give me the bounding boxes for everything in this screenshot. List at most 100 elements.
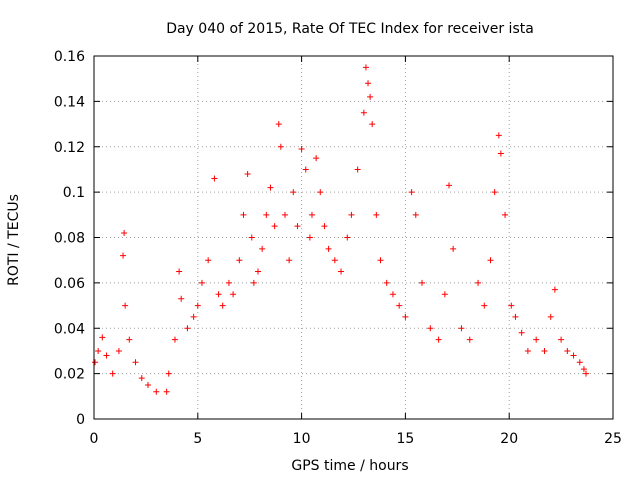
data-point bbox=[502, 211, 509, 218]
data-point bbox=[153, 388, 160, 395]
data-point bbox=[362, 64, 369, 71]
data-point bbox=[298, 146, 305, 153]
data-point bbox=[215, 291, 222, 298]
data-point bbox=[365, 80, 372, 87]
data-point bbox=[302, 166, 309, 173]
y-tick-label: 0.1 bbox=[63, 185, 85, 201]
data-point bbox=[344, 234, 351, 241]
x-tick-label: 25 bbox=[604, 431, 622, 447]
data-point bbox=[190, 313, 197, 320]
data-point bbox=[576, 359, 583, 366]
data-point bbox=[236, 257, 243, 264]
x-tick-label: 0 bbox=[90, 431, 99, 447]
data-point bbox=[120, 252, 127, 259]
data-point bbox=[564, 347, 571, 354]
data-point bbox=[396, 302, 403, 309]
data-point bbox=[445, 182, 452, 189]
data-point bbox=[570, 352, 577, 359]
data-point bbox=[367, 93, 374, 100]
x-tick-label: 20 bbox=[500, 431, 518, 447]
data-point bbox=[551, 286, 558, 293]
data-point bbox=[286, 257, 293, 264]
data-point bbox=[481, 302, 488, 309]
data-point bbox=[412, 211, 419, 218]
data-point bbox=[281, 211, 288, 218]
data-point bbox=[205, 257, 212, 264]
data-point bbox=[466, 336, 473, 343]
data-point bbox=[491, 189, 498, 196]
data-point bbox=[115, 347, 122, 354]
data-point bbox=[219, 302, 226, 309]
y-axis-label: ROTI / TECUs bbox=[6, 194, 22, 286]
data-point bbox=[487, 257, 494, 264]
x-axis-label: GPS time / hours bbox=[291, 458, 408, 474]
y-tick-label: 0.16 bbox=[54, 49, 85, 65]
data-point bbox=[533, 336, 540, 343]
data-point bbox=[360, 109, 367, 116]
y-tick-labels: 0 0.02 0.04 0.06 0.08 0.1 0.12 0.14 0.16 bbox=[54, 49, 85, 428]
data-point bbox=[541, 347, 548, 354]
data-point bbox=[109, 370, 116, 377]
data-point bbox=[250, 279, 257, 286]
data-point bbox=[313, 155, 320, 162]
data-point bbox=[518, 329, 525, 336]
data-point bbox=[275, 121, 282, 128]
data-point bbox=[165, 370, 172, 377]
grid-lines bbox=[94, 56, 613, 419]
data-point bbox=[176, 268, 183, 275]
data-point bbox=[317, 189, 324, 196]
data-point bbox=[580, 366, 587, 373]
data-point bbox=[138, 375, 145, 382]
x-tick-label: 15 bbox=[396, 431, 414, 447]
y-tick-label: 0.02 bbox=[54, 367, 85, 383]
data-points bbox=[92, 64, 590, 395]
data-point bbox=[321, 223, 328, 230]
data-point bbox=[583, 370, 590, 377]
data-point bbox=[524, 347, 531, 354]
data-point bbox=[331, 257, 338, 264]
data-point bbox=[508, 302, 515, 309]
data-point bbox=[495, 132, 502, 139]
data-point bbox=[369, 121, 376, 128]
data-point bbox=[263, 211, 270, 218]
data-point bbox=[408, 189, 415, 196]
y-tick-label: 0.12 bbox=[54, 140, 85, 156]
x-tick-label: 10 bbox=[293, 431, 311, 447]
data-point bbox=[144, 381, 151, 388]
data-point bbox=[377, 257, 384, 264]
data-point bbox=[427, 325, 434, 332]
data-point bbox=[383, 279, 390, 286]
data-point bbox=[95, 347, 102, 354]
x-tick-labels: 0 5 10 15 20 25 bbox=[90, 431, 622, 447]
data-point bbox=[255, 268, 262, 275]
data-point bbox=[198, 279, 205, 286]
y-tick-label: 0.06 bbox=[54, 276, 85, 292]
data-point bbox=[163, 388, 170, 395]
data-point bbox=[92, 359, 99, 366]
y-tick-label: 0.14 bbox=[54, 94, 85, 110]
data-point bbox=[259, 245, 266, 252]
data-point bbox=[230, 291, 237, 298]
data-point bbox=[435, 336, 442, 343]
data-point bbox=[512, 313, 519, 320]
data-point bbox=[178, 295, 185, 302]
data-point bbox=[194, 302, 201, 309]
data-point bbox=[338, 268, 345, 275]
data-point bbox=[294, 223, 301, 230]
data-point bbox=[308, 211, 315, 218]
data-point bbox=[244, 170, 251, 177]
data-point bbox=[450, 245, 457, 252]
y-tick-label: 0.08 bbox=[54, 231, 85, 247]
data-point bbox=[325, 245, 332, 252]
data-point bbox=[132, 359, 139, 366]
y-tick-label: 0.04 bbox=[54, 321, 85, 337]
data-point bbox=[121, 229, 128, 236]
data-point bbox=[103, 352, 110, 359]
plot-frame bbox=[93, 55, 614, 420]
data-point bbox=[441, 291, 448, 298]
data-point bbox=[348, 211, 355, 218]
axis-ticks bbox=[93, 55, 614, 420]
data-point bbox=[475, 279, 482, 286]
data-point bbox=[354, 166, 361, 173]
